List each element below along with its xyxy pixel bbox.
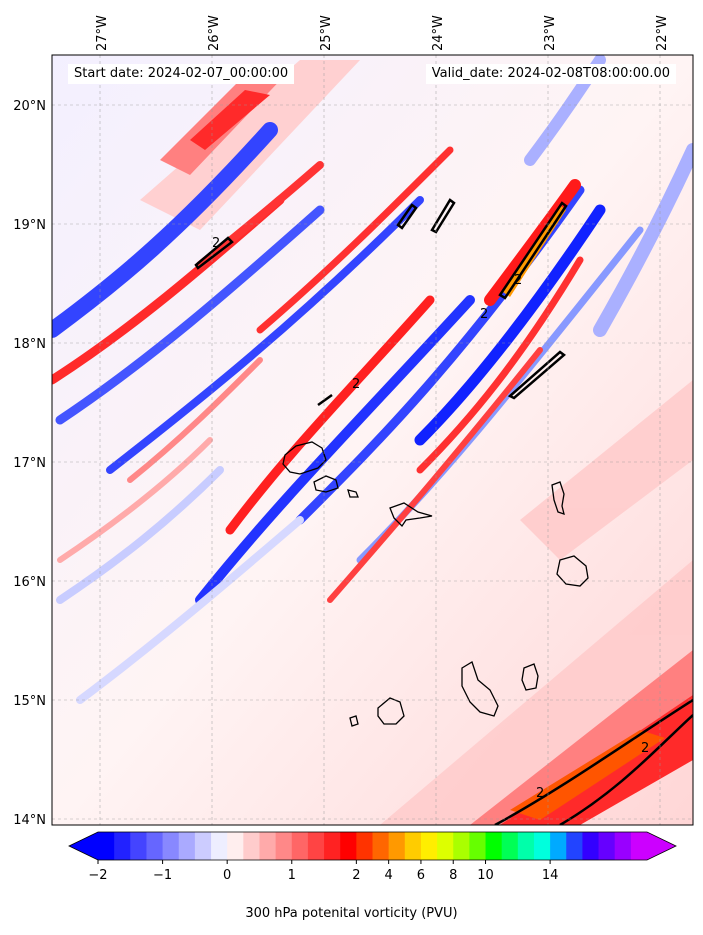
valid-date-label: Valid_date: 2024-02-08T08:00:00.00 [425,64,676,84]
colorbar-tick-label: 2 [352,868,360,883]
colorbar-tick-label: 0 [223,868,231,883]
island-sal [551,481,565,515]
colorbar-cell [630,832,648,860]
colorbar-cell [275,832,293,860]
colorbar-cell [566,832,584,860]
lat-label-20n: 20°N [13,99,46,114]
map-frame [51,54,694,826]
colorbar-title: 300 hPa potenital vorticity (PVU) [245,906,458,921]
colorbar-cell [356,832,374,860]
contour-label: 2 [480,307,488,322]
island-sao-vicente [313,475,339,493]
colorbar-cell [211,832,228,860]
colorbar-tick-label: 8 [449,868,457,883]
colorbar-cell [388,832,406,860]
pv-streaks-red [52,146,584,603]
pv-field: 2 2 2 2 2 2 [52,55,693,825]
colorbar-cell [114,832,131,860]
island-santiago [461,661,499,717]
colorbar-cell [453,832,470,860]
colorbar-cell [469,832,487,860]
colorbar-cell [227,832,244,860]
colorbar-cell [437,832,454,860]
lat-label-18n: 18°N [13,337,46,352]
lon-label-23w: 23°W [543,15,558,51]
colorbar-cell [614,832,632,860]
island-boa-vista [556,555,589,587]
lon-label-24w: 24°W [431,15,446,51]
colorbar-cell [404,832,422,860]
island-santo-antao [282,441,327,475]
contour-label: 2 [536,786,544,801]
colorbar-cell [307,832,325,860]
colorbar-cell [194,832,212,860]
colorbar-cell [291,832,309,860]
pv-core-orange [510,730,665,820]
island-fogo [377,697,405,725]
lat-label-19n: 19°N [13,218,46,233]
colorbar-under-triangle [69,832,98,860]
colorbar-cell [146,832,164,860]
island-santa-luzia [347,489,359,498]
colorbar-ticks: −2 −1 0 1 2 4 6 8 10 14 [88,860,558,883]
lat-label-17n: 17°N [13,456,46,471]
start-date-label: Start date: 2024-02-07_00:00:00 [68,64,295,84]
colorbar-tick-label: 1 [288,868,296,883]
longitude-labels: 27°W 26°W 25°W 24°W 23°W 22°W [95,15,670,51]
colorbar-cell [324,832,341,860]
colorbar-cell [550,832,567,860]
colorbar-cell [243,832,261,860]
latitude-labels: 20°N 19°N 18°N 17°N 16°N 15°N 14°N [13,99,46,828]
lon-label-25w: 25°W [319,15,334,51]
colorbar-cell [598,832,616,860]
colorbar-cell [130,832,148,860]
lat-label-14n: 14°N [13,813,46,828]
colorbar-cell [178,832,196,860]
island-sao-nicolau [389,502,433,528]
island-brava [349,715,359,727]
colorbar: −2 −1 0 1 2 4 6 8 10 14 [68,831,677,883]
colorbar-tick-label: −1 [153,868,172,883]
colorbar-over-triangle [647,832,676,860]
contour-label: 2 [212,236,220,251]
pv-contours [194,198,693,825]
colorbar-cell [259,832,277,860]
colorbar-cell [98,832,115,860]
colorbar-cell [162,832,180,860]
colorbar-tick-label: −2 [88,868,107,883]
island-maio [521,663,539,691]
colorbar-cell [340,832,357,860]
lon-label-26w: 26°W [207,15,222,51]
colorbar-cell [372,832,390,860]
islands-coastline [282,441,589,727]
lon-label-27w: 27°W [95,15,110,51]
colorbar-tick-label: 10 [477,868,494,883]
colorbar-cell [485,832,503,860]
colorbar-cell [501,832,519,860]
colorbar-tick-label: 4 [385,868,393,883]
colorbar-cells [98,832,648,860]
contour-label: 2 [352,377,360,392]
contour-label: 2 [514,273,522,288]
colorbar-cell [517,832,535,860]
colorbar-cell [420,832,438,860]
gridlines [52,55,693,825]
lon-label-22w: 22°W [655,15,670,51]
lat-label-16n: 16°N [13,575,46,590]
colorbar-tick-label: 14 [542,868,559,883]
contour-label: 2 [641,741,649,756]
colorbar-cell [582,832,600,860]
colorbar-cell [533,832,551,860]
lat-label-15n: 15°N [13,694,46,709]
colorbar-tick-label: 6 [417,868,425,883]
